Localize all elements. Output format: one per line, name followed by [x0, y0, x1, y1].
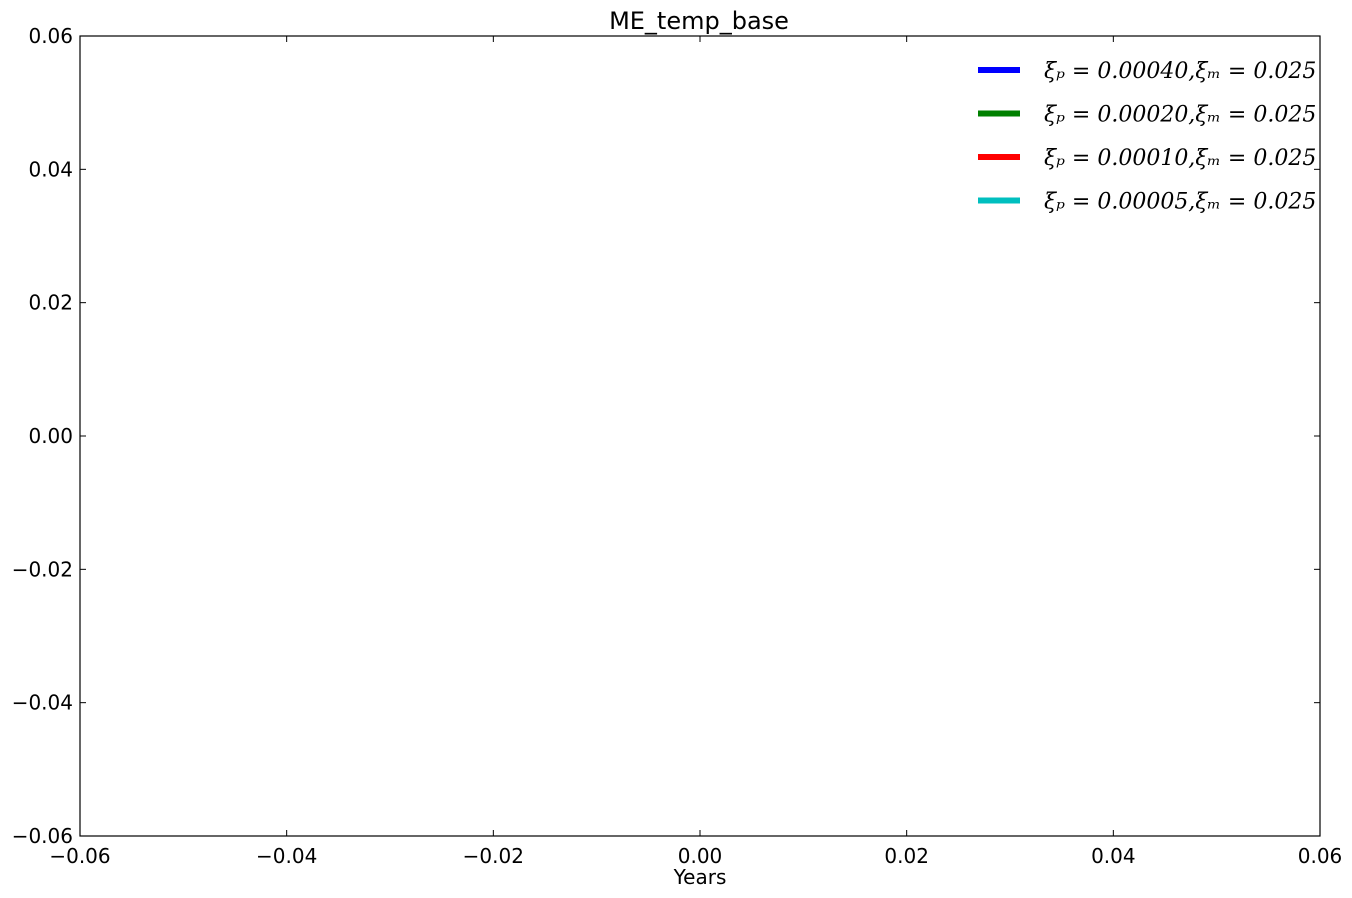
y-tick-label: −0.04: [12, 691, 73, 715]
legend-label: ξₚ = 0.00005,ξₘ = 0.025: [1044, 190, 1316, 215]
x-tick-label: −0.06: [49, 844, 110, 868]
y-tick-label: 0.06: [28, 24, 73, 48]
y-tick-label: −0.02: [12, 557, 73, 581]
legend: ξₚ = 0.00040,ξₘ = 0.025 ξₚ = 0.00020,ξₘ =…: [978, 59, 1316, 215]
y-axis-ticks: 0.06 0.04 0.02 0.00 −0.02 −0.04 −0.06: [12, 24, 1320, 848]
y-tick-label: −0.06: [12, 824, 73, 848]
x-tick-label: −0.02: [463, 844, 524, 868]
y-tick-label: 0.00: [28, 424, 73, 448]
y-tick-label: 0.02: [28, 291, 73, 315]
x-tick-label: 0.00: [678, 844, 723, 868]
legend-label: ξₚ = 0.00020,ξₘ = 0.025: [1044, 103, 1316, 128]
x-tick-label: −0.04: [256, 844, 317, 868]
legend-label: ξₚ = 0.00010,ξₘ = 0.025: [1044, 146, 1316, 171]
y-tick-label: 0.04: [28, 157, 73, 181]
x-axis-ticks: −0.06 −0.04 −0.02 0.00 0.02 0.04 0.06: [49, 36, 1342, 868]
chart-title: ME_temp_base: [609, 7, 789, 35]
x-tick-label: 0.02: [884, 844, 929, 868]
x-tick-label: 0.06: [1298, 844, 1343, 868]
x-axis-label: Years: [673, 865, 727, 889]
x-tick-label: 0.04: [1091, 844, 1136, 868]
legend-label: ξₚ = 0.00040,ξₘ = 0.025: [1044, 59, 1316, 84]
